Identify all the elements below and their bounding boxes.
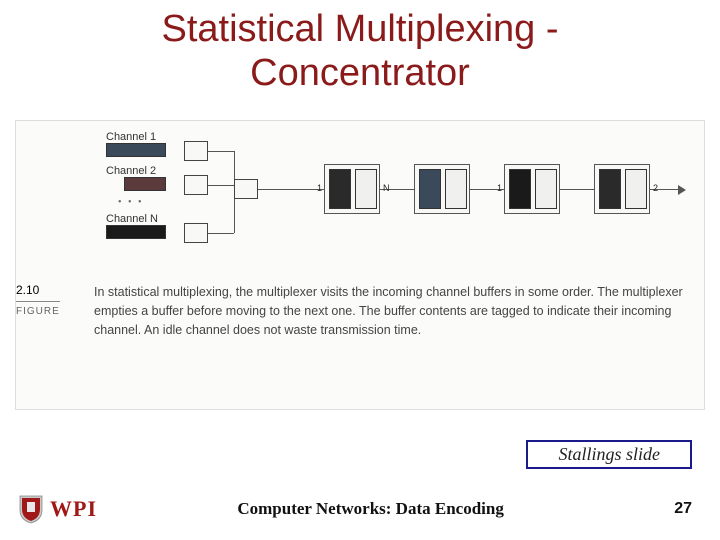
output-slot-left [419,169,441,209]
figure-caption: In statistical multiplexing, the multipl… [94,283,694,339]
line [208,233,234,234]
footer-title: Computer Networks: Data Encoding [67,499,674,519]
output-frame-1 [414,164,470,214]
title-line-2: Concentrator [250,52,470,94]
buffer-mux [234,179,258,199]
channel-2-label: Channel 2 [106,165,156,177]
ellipsis-dots: • • • [118,197,144,208]
slide-footer: WPI Computer Networks: Data Encoding 27 [0,494,720,524]
slot-label: 1 [317,183,322,193]
input-block-ch2 [124,177,166,191]
output-slot-right [445,169,467,209]
output-frame-0: 1N [324,164,380,214]
output-slot-right [625,169,647,209]
title-line-1: Statistical Multiplexing - [161,8,558,50]
buffer-b1 [184,141,208,161]
slot-label: 1 [497,183,502,193]
slide-title: Statistical Multiplexing - Concentrator [0,0,720,95]
figure-panel: Channel 1 Channel 2 Channel N • • • 1N12… [15,120,705,410]
arrowhead-icon [678,185,686,195]
line [208,185,234,186]
output-slot-left [329,169,351,209]
buffer-b3 [184,223,208,243]
multiplexer-diagram: Channel 1 Channel 2 Channel N • • • 1N12 [34,131,686,286]
output-slot-left [509,169,531,209]
page-number: 27 [674,500,692,518]
line [234,199,235,233]
output-slot-right [535,169,557,209]
figure-label: FIGURE [16,302,60,317]
output-slot-left [599,169,621,209]
buffer-b2 [184,175,208,195]
output-frame-3: 2 [594,164,650,214]
attribution-text: Stallings slide [558,444,660,464]
slot-label: 2 [653,183,658,193]
figure-number-block: 2.10 FIGURE [16,281,60,317]
figure-number: 2.10 [16,283,60,302]
channel-1-label: Channel 1 [106,131,156,143]
channel-n-label: Channel N [106,213,158,225]
input-block-chN [106,225,166,239]
input-block-ch1 [106,143,166,157]
output-frame-2: 1 [504,164,560,214]
slot-label: N [383,183,390,193]
line [208,151,234,152]
attribution-box: Stallings slide [526,440,692,469]
output-slot-right [355,169,377,209]
wpi-shield-icon [18,494,44,524]
line [234,151,235,179]
